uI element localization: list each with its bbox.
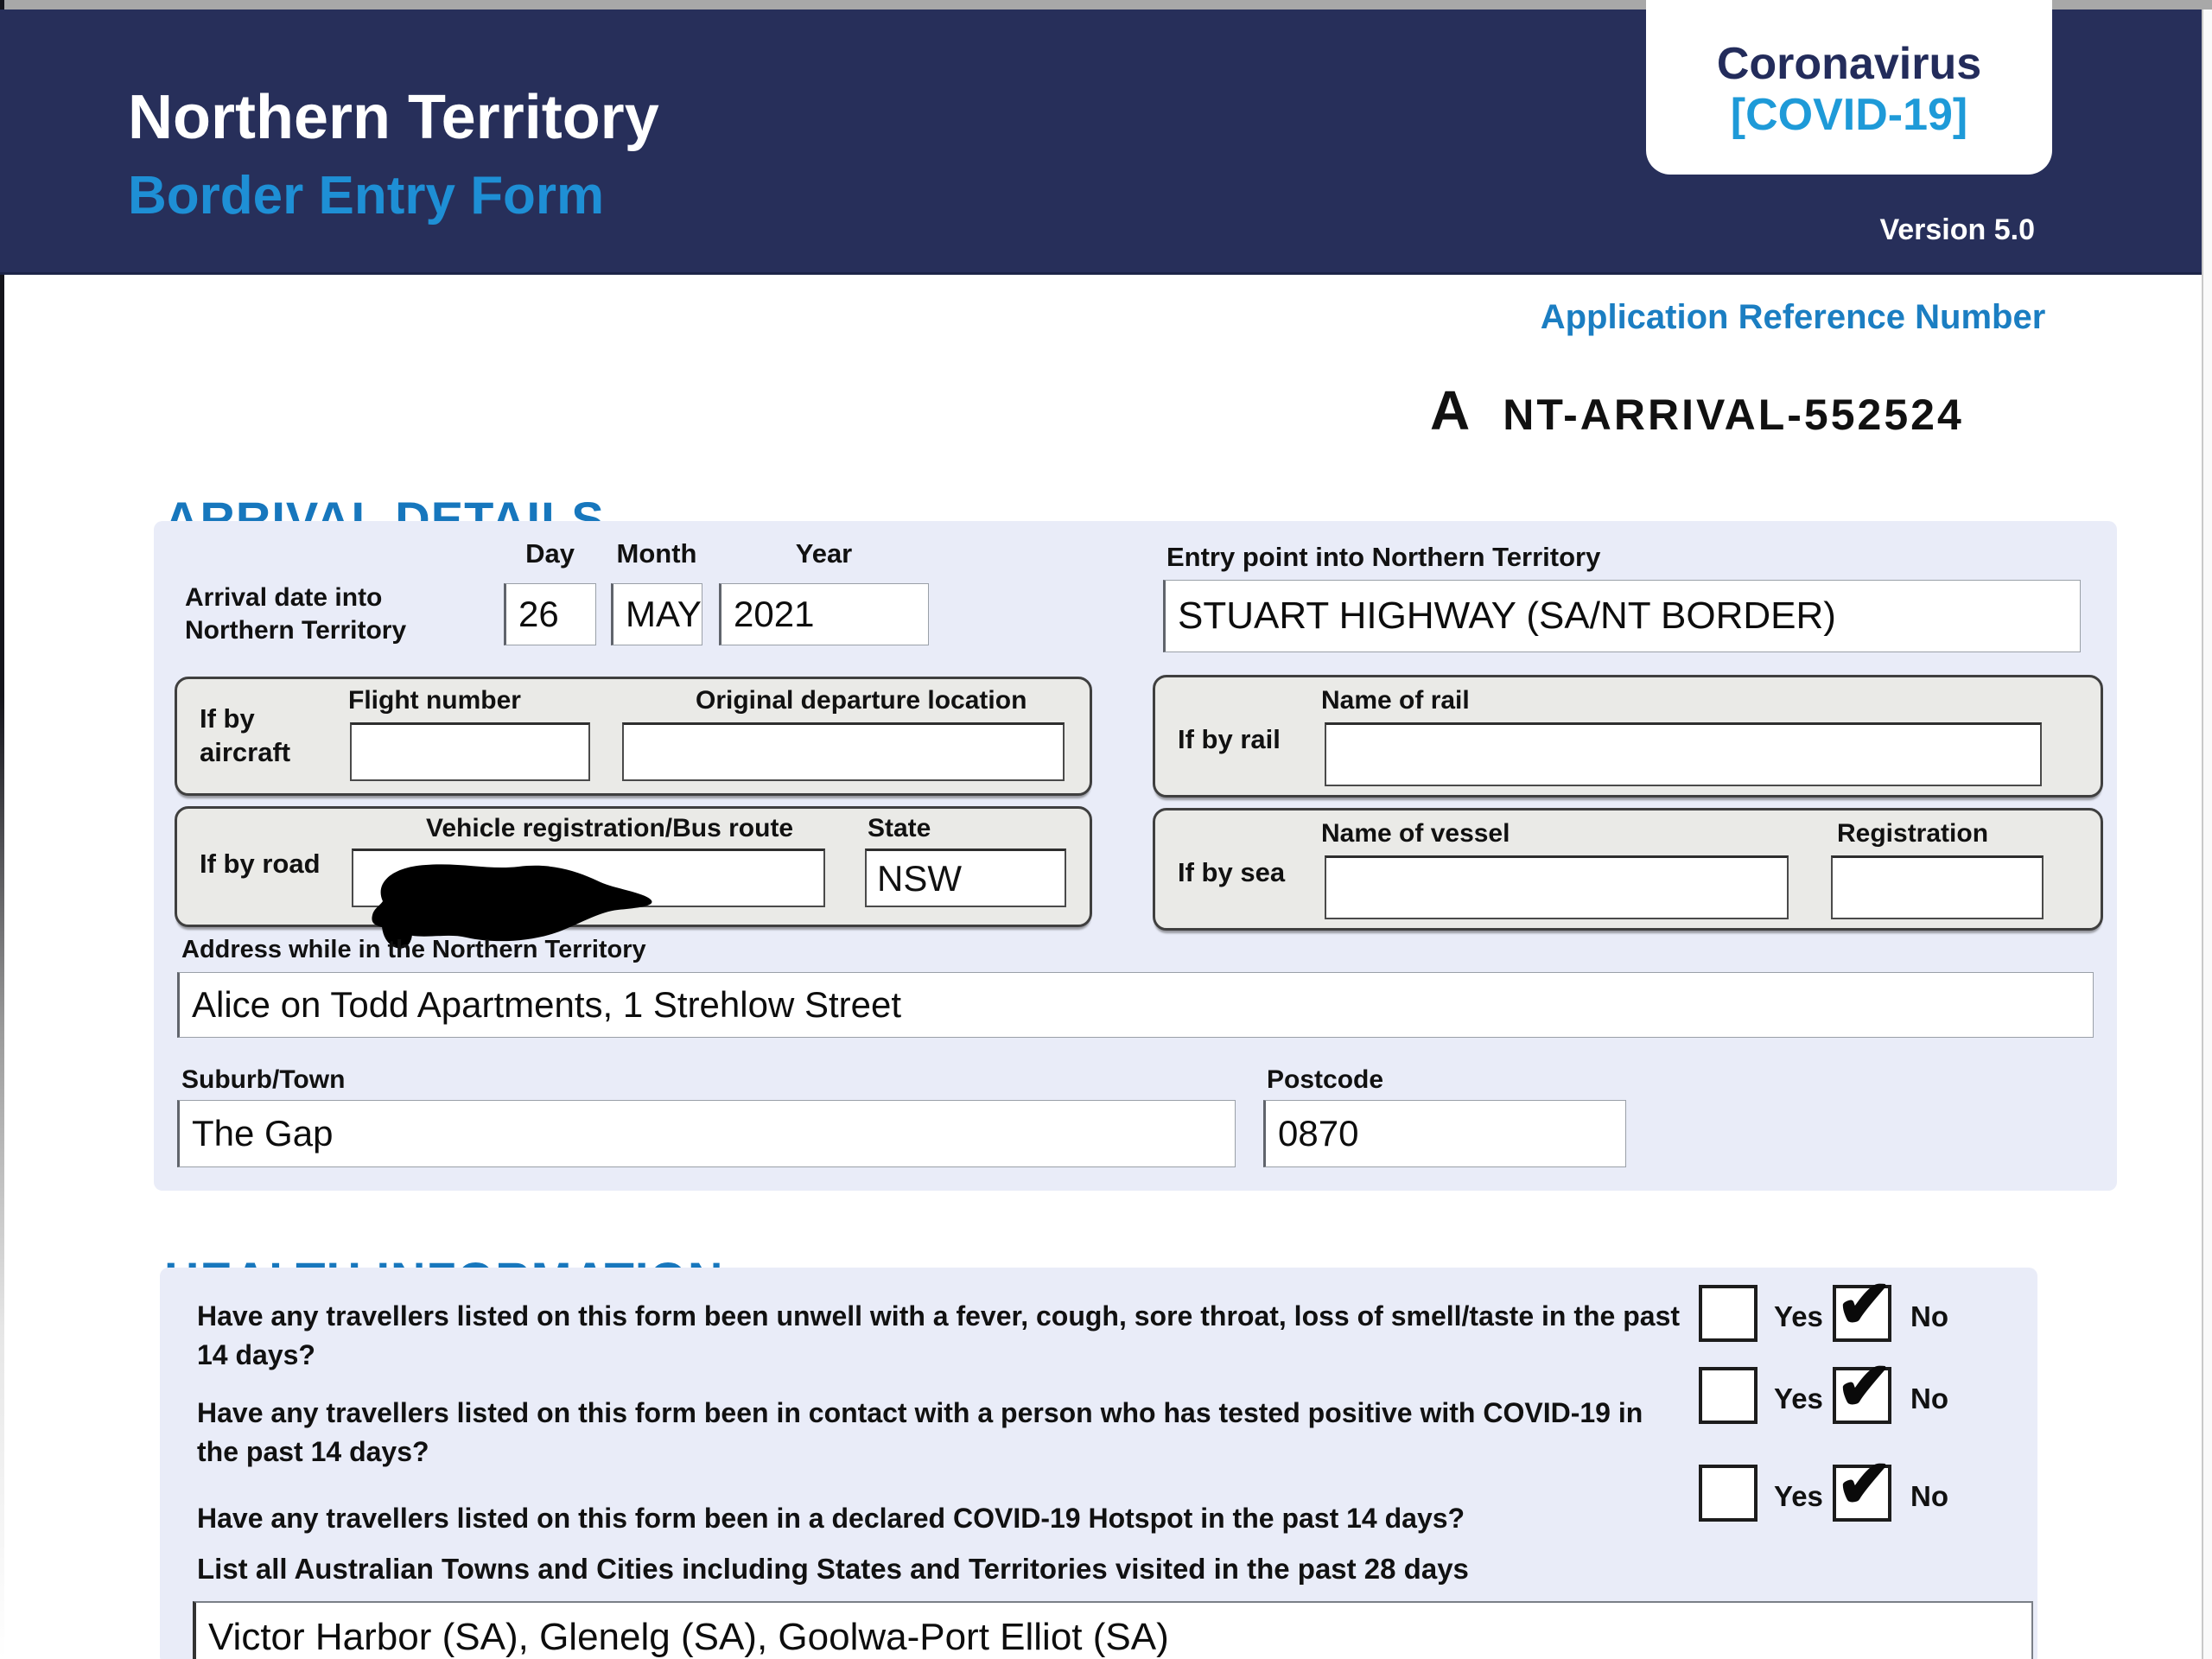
state-label: State [868, 814, 931, 842]
form-subtitle: Border Entry Form [128, 166, 605, 226]
postcode-label: Postcode [1267, 1065, 1384, 1094]
question2-yes-checkbox[interactable] [1699, 1367, 1758, 1424]
month-input[interactable]: MAY [611, 583, 702, 645]
year-column-label: Year [795, 538, 853, 569]
visited-towns-input[interactable]: Victor Harbor (SA), Glenelg (SA), Goolwa… [193, 1601, 2033, 1659]
if-by-road-box: If by road Vehicle registration/Bus rout… [175, 806, 1092, 949]
question-unwell-text: Have any travellers listed on this form … [197, 1300, 1681, 1370]
year-input[interactable]: 2021 [719, 583, 929, 645]
month-column-label: Month [616, 538, 697, 569]
application-reference-label: Application Reference Number [1540, 298, 2046, 336]
question2-no-checkbox[interactable]: ✔ [1833, 1352, 1892, 1424]
arrival-date-label: Arrival date into Northern Territory [185, 583, 407, 645]
question3-no-checkbox[interactable]: ✔ [1833, 1450, 1892, 1522]
question2-yes-label: Yes [1774, 1382, 1823, 1414]
entry-point-label: Entry point into Northern Territory [1166, 542, 1601, 572]
question1-no-checkbox[interactable]: ✔ [1833, 1270, 1892, 1342]
entry-point-input[interactable]: STUART HIGHWAY (SA/NT BORDER) [1163, 580, 2081, 652]
departure-location-label: Original departure location [696, 686, 1027, 715]
arrival-details-panel: Arrival date into Northern Territory Day… [154, 521, 2117, 1191]
state-input[interactable]: NSW [865, 849, 1066, 907]
covid-badge-line2: [COVID-19] [1730, 90, 1968, 140]
if-by-aircraft-box: If by aircraft Flight number Original de… [175, 677, 1092, 796]
form-title: Northern Territory [128, 83, 659, 152]
vessel-registration-input[interactable] [1831, 855, 2044, 919]
covid-badge-line1: Coronavirus [1716, 39, 1982, 89]
reference-prefix: A [1430, 379, 1471, 442]
postcode-input[interactable]: 0870 [1263, 1100, 1626, 1167]
question3-no-label: No [1910, 1480, 1948, 1512]
vessel-registration-label: Registration [1837, 819, 1989, 848]
if-by-sea-label: If by sea [1178, 857, 1286, 887]
nt-address-label: Address while in the Northern Territory [181, 936, 646, 963]
if-by-rail-label: If by rail [1178, 724, 1281, 754]
page-left-edge [0, 0, 4, 1659]
question1-yes-checkbox[interactable] [1699, 1285, 1758, 1342]
redaction-scribble [372, 864, 652, 949]
flight-number-input[interactable] [350, 722, 590, 781]
header-banner: Northern Territory Border Entry Form Cor… [0, 0, 2202, 275]
covid-badge: Coronavirus [COVID-19] [1646, 0, 2052, 175]
application-reference-value: A NT-ARRIVAL-552524 [1430, 378, 1964, 442]
check-icon: ✔ [1836, 1446, 1893, 1522]
check-icon: ✔ [1836, 1266, 1893, 1342]
question-contact-text: Have any travellers listed on this form … [197, 1397, 1643, 1467]
departure-location-input[interactable] [622, 722, 1065, 781]
flight-number-label: Flight number [348, 686, 521, 715]
name-of-rail-input[interactable] [1325, 722, 2042, 786]
health-information-panel: Have any travellers listed on this form … [160, 1268, 2037, 1659]
check-icon: ✔ [1836, 1348, 1893, 1424]
question3-yes-label: Yes [1774, 1480, 1823, 1512]
vehicle-registration-label: Vehicle registration/Bus route [426, 814, 794, 842]
if-by-rail-box: If by rail Name of rail [1153, 675, 2103, 798]
if-by-road-label: If by road [200, 849, 321, 879]
reference-number: NT-ARRIVAL-552524 [1503, 391, 1964, 439]
name-of-rail-label: Name of rail [1321, 686, 1470, 715]
name-of-vessel-label: Name of vessel [1321, 819, 1510, 848]
question3-yes-checkbox[interactable] [1699, 1465, 1758, 1522]
name-of-vessel-input[interactable] [1325, 855, 1789, 919]
question2-no-label: No [1910, 1382, 1948, 1414]
question1-yes-label: Yes [1774, 1300, 1823, 1332]
if-by-sea-box: If by sea Name of vessel Registration [1153, 808, 2103, 931]
vehicle-registration-input[interactable] [352, 849, 825, 949]
top-strip [0, 0, 2212, 10]
day-column-label: Day [525, 538, 575, 569]
page-right-edge [2202, 10, 2212, 1659]
question1-no-label: No [1910, 1300, 1948, 1332]
day-input[interactable]: 26 [504, 583, 596, 645]
nt-address-input[interactable]: Alice on Todd Apartments, 1 Strehlow Str… [177, 972, 2094, 1038]
question-hotspot-text: Have any travellers listed on this form … [197, 1503, 1465, 1534]
visited-towns-label: List all Australian Towns and Cities inc… [197, 1553, 1469, 1585]
suburb-town-label: Suburb/Town [181, 1065, 346, 1094]
version-label: Version 5.0 [1879, 213, 2035, 246]
if-by-aircraft-label: If by aircraft [200, 703, 291, 767]
suburb-town-input[interactable]: The Gap [177, 1100, 1236, 1167]
